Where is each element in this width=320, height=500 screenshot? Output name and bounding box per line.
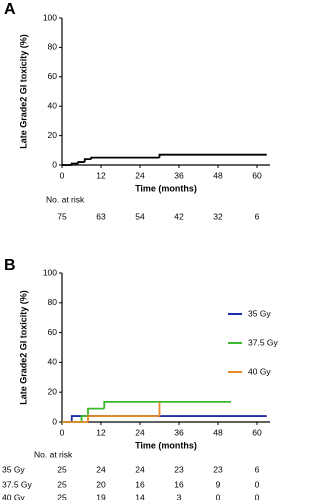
curve-step xyxy=(70,415,267,422)
x-axis-title: Time (months) xyxy=(135,440,197,450)
risk-count: 6 xyxy=(255,464,260,474)
legend-label: 35 Gy xyxy=(248,308,271,318)
panel-label: A xyxy=(4,1,16,18)
y-axis-title: Late Grade2 GI toxicity (%) xyxy=(18,34,28,149)
legend-label: 40 Gy xyxy=(248,366,271,376)
y-tick-label: 60 xyxy=(48,71,58,81)
y-tick-label: 0 xyxy=(52,159,57,169)
curve-step xyxy=(80,415,88,422)
risk-count: 54 xyxy=(135,211,145,221)
x-tick-label: 24 xyxy=(135,427,145,437)
risk-count: 16 xyxy=(174,479,184,489)
risk-count: 25 xyxy=(57,492,67,500)
panel-label: B xyxy=(4,257,16,274)
y-tick-label: 100 xyxy=(43,12,57,22)
y-tick-label: 100 xyxy=(43,267,57,277)
x-tick-label: 24 xyxy=(135,170,145,180)
x-tick-label: 48 xyxy=(213,427,223,437)
risk-count: 32 xyxy=(213,211,223,221)
risk-count: 9 xyxy=(216,479,221,489)
risk-count: 25 xyxy=(57,479,67,489)
risk-table-title: No. at risk xyxy=(34,449,73,459)
curve-step xyxy=(83,158,92,163)
y-tick-label: 40 xyxy=(48,357,58,367)
risk-row-label: 40 Gy xyxy=(2,492,25,500)
risk-row-label: 35 Gy xyxy=(2,464,25,474)
curve-step xyxy=(87,415,160,422)
x-tick-label: 60 xyxy=(252,427,262,437)
risk-count: 6 xyxy=(255,211,260,221)
y-tick-label: 20 xyxy=(48,130,58,140)
curve-step xyxy=(70,162,79,165)
risk-count: 0 xyxy=(255,492,260,500)
x-axis-title: Time (months) xyxy=(135,183,197,193)
x-tick-label: 12 xyxy=(96,170,106,180)
curve-step xyxy=(77,161,85,164)
risk-count: 20 xyxy=(96,479,106,489)
risk-count: 24 xyxy=(135,464,145,474)
y-tick-label: 0 xyxy=(52,416,57,426)
x-tick-label: 36 xyxy=(174,427,184,437)
x-tick-label: 36 xyxy=(174,170,184,180)
risk-table-title: No. at risk xyxy=(46,194,85,204)
y-axis-title: Late Grade2 GI toxicity (%) xyxy=(18,290,28,405)
curve-step xyxy=(90,156,160,160)
curve-step xyxy=(158,153,267,158)
risk-count: 63 xyxy=(96,211,106,221)
risk-count: 25 xyxy=(57,464,67,474)
y-tick-label: 20 xyxy=(48,386,58,396)
y-tick-label: 80 xyxy=(48,42,58,52)
risk-count: 75 xyxy=(57,211,67,221)
risk-count: 0 xyxy=(216,492,221,500)
risk-count: 16 xyxy=(135,479,145,489)
curve-step xyxy=(87,407,105,417)
legend-label: 37.5 Gy xyxy=(248,337,279,347)
risk-row-label: 37.5 Gy xyxy=(2,479,33,489)
risk-count: 23 xyxy=(174,464,184,474)
risk-count: 0 xyxy=(255,479,260,489)
risk-count: 3 xyxy=(177,492,182,500)
curve-step xyxy=(103,400,231,409)
x-tick-label: 12 xyxy=(96,427,106,437)
y-tick-label: 60 xyxy=(48,327,58,337)
y-tick-label: 40 xyxy=(48,100,58,110)
x-tick-label: 0 xyxy=(60,427,65,437)
risk-count: 14 xyxy=(135,492,145,500)
x-tick-label: 48 xyxy=(213,170,223,180)
risk-count: 42 xyxy=(174,211,184,221)
y-tick-label: 80 xyxy=(48,297,58,307)
risk-count: 24 xyxy=(96,464,106,474)
x-tick-label: 0 xyxy=(60,170,65,180)
risk-count: 19 xyxy=(96,492,106,500)
risk-count: 23 xyxy=(213,464,223,474)
x-tick-label: 60 xyxy=(252,170,262,180)
